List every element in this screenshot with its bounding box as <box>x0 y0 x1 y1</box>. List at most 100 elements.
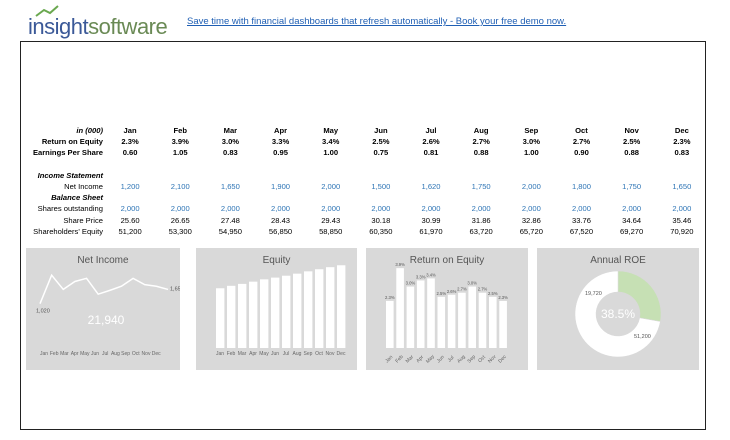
roe-data-label: 2.5% <box>437 291 447 296</box>
annual-roe-slice <box>574 270 661 358</box>
net-income-row-cell: 2,100 <box>170 182 190 192</box>
roe-bar <box>427 278 435 348</box>
logo-insight-text: insight <box>28 14 89 39</box>
roe-row-cell: 3.4% <box>322 137 340 147</box>
shares-row-cell: 2,000 <box>521 204 541 214</box>
roe-data-label: 2.7% <box>478 287 488 292</box>
insightsoftware-logo[interactable]: insightsoftware <box>28 5 168 40</box>
net-income-row-cell: 1,650 <box>220 182 240 192</box>
net-income-chart-panel: Net Income 1,020 1,650 21,940 JanFebMarAprM… <box>26 248 180 370</box>
roe-data-label: 2.3% <box>498 295 508 300</box>
header-row-cell: Feb <box>173 126 187 136</box>
equity-x-tick: Aug <box>293 351 302 357</box>
share-price-row-cell: 31.86 <box>471 215 491 225</box>
eps-row: Earnings Per Share 0.60 1.05 0.83 0.95 1.00 0.… <box>25 147 707 158</box>
balance-sheet-heading-cell <box>356 192 406 203</box>
equity-row-cell: 63,720 <box>469 226 493 236</box>
eps-row-cell: 0.95 <box>273 148 288 158</box>
roe-row-cell: 2.5% <box>622 137 641 147</box>
equity-row-cell: 61,970 <box>419 226 443 236</box>
shares-row-cell: 2,000 <box>471 204 491 214</box>
header-row: in (000) Jan Feb Mar Apr May Jun Jul Aug Sep Oct No… <box>25 125 707 136</box>
net-income-row-cell: 1,650 <box>672 182 692 192</box>
net-income-row-cell: 1,900 <box>271 182 291 192</box>
roe-bar <box>489 296 497 348</box>
roe-x-tick: Mar <box>405 354 416 365</box>
income-statement-heading-cell <box>406 170 456 181</box>
equity-x-tick: Feb <box>227 351 236 357</box>
roe-row-label: Return on Equity <box>41 137 103 147</box>
balance-sheet-heading: Balance Sheet <box>25 192 707 203</box>
equity-x-tick: Jan <box>216 351 224 357</box>
roe-data-label: 2.5% <box>488 291 498 296</box>
roe-bar <box>406 286 415 348</box>
dashboard-frame <box>20 41 706 430</box>
annual-roe-center-label: 38.5% <box>601 307 635 321</box>
roe-row-cell: 2.7% <box>472 137 490 147</box>
equity-x-tick: May <box>259 351 269 357</box>
equity-x-tick: Dec <box>337 351 346 357</box>
roe-bar <box>437 296 446 348</box>
roe-data-label: 3.0% <box>406 281 416 286</box>
financial-table: in (000) Jan Feb Mar Apr May Jun Jul Aug Sep Oct No… <box>25 125 707 237</box>
roe-bar <box>396 268 404 348</box>
eps-row-cell: 0.83 <box>223 148 238 158</box>
shares-row-cell: 2,000 <box>271 204 291 214</box>
equity-x-tick: Mar <box>238 351 247 357</box>
net-income-x-tick: Oct <box>132 351 140 357</box>
shares-row-cell: 2,000 <box>371 204 391 214</box>
shares-row-cell: 2,000 <box>170 204 190 214</box>
roe-row-cell: 2.6% <box>422 137 440 147</box>
net-income-x-tick: Nov <box>142 351 151 357</box>
balance-sheet-heading-label: Balance Sheet <box>51 193 103 203</box>
eps-row-cell: 0.88 <box>473 148 489 158</box>
balance-sheet-heading-cell <box>155 192 205 203</box>
equity-x-tick: Oct <box>315 351 323 357</box>
equity-x-tick: Apr <box>249 351 257 357</box>
share-price-row-cell: 32.86 <box>521 215 541 225</box>
roe-bar <box>468 286 476 348</box>
net-income-x-tick: Mar <box>60 351 69 357</box>
shares-row-cell: 2,000 <box>321 204 341 214</box>
roe-chart-panel: Return on Equity 2.3% 3.9% 3.0% 3.3% 3.4% 2.5… <box>366 248 528 370</box>
equity-bar <box>315 269 324 348</box>
roe-row: Return on Equity 2.3% 3.9% 3.0% 3.3% 3.4% 2.5%… <box>25 136 707 147</box>
equity-x-tick: Nov <box>326 351 335 357</box>
shares-row-cell: 2,000 <box>672 204 692 214</box>
roe-chart-title: Return on Equity <box>409 255 485 266</box>
header-row-cell: Dec <box>674 126 689 136</box>
annual-roe-slice-label: 19,720 <box>585 291 602 297</box>
eps-row-cell: 0.75 <box>373 148 389 158</box>
shares-row-cell: 2,000 <box>120 204 140 214</box>
promo-banner-link[interactable]: Save time with financial dashboards that… <box>187 16 567 27</box>
net-income-line <box>39 273 169 304</box>
net-income-row-cell: 1,800 <box>571 182 591 192</box>
share-price-row-label: Share Price <box>63 215 103 225</box>
annual-roe-chart: 38.5% 19,720 51,200 <box>574 270 662 358</box>
eps-row-cell: 1.00 <box>323 148 339 158</box>
header-row-label: in (000) <box>76 126 103 136</box>
logo-software-text: software <box>88 14 168 39</box>
equity-row: Shareholders' Equity 51,200 53,300 54,950 56… <box>25 226 707 237</box>
roe-row-cell: 3.0% <box>221 137 240 147</box>
equity-x-tick: Jul <box>283 351 289 357</box>
net-income-row-cell: 1,620 <box>421 182 441 192</box>
income-statement-heading-cell <box>306 170 356 181</box>
net-income-x-tick: May <box>80 351 90 357</box>
roe-bar <box>416 280 425 348</box>
income-statement-heading-cell <box>255 170 305 181</box>
share-price-row: Share Price 25.60 26.65 27.48 28.43 29.43 30.1… <box>25 215 707 226</box>
roe-bar <box>447 294 456 348</box>
roe-row-cell: 2.3% <box>673 137 691 147</box>
equity-row-label: Shareholders' Equity <box>33 226 103 236</box>
roe-row-cell: 3.9% <box>171 137 189 147</box>
shares-row: Shares outstanding 2,000 2,000 2,000 2,000 2,… <box>25 203 707 214</box>
roe-row-cell: 3.3% <box>271 137 290 147</box>
roe-data-label: 3.9% <box>395 262 405 267</box>
net-income-x-tick: Dec <box>152 351 161 357</box>
spacer-row <box>25 159 707 170</box>
roe-chart: 2.3%3.9%3.0%3.3% 3.4%2.5% 2.6% 2.7%3.0%2.7%… <box>384 262 508 365</box>
income-statement-heading-cell <box>105 170 155 181</box>
roe-data-label: 3.0% <box>467 281 477 286</box>
share-price-row-cell: 35.46 <box>672 215 692 225</box>
